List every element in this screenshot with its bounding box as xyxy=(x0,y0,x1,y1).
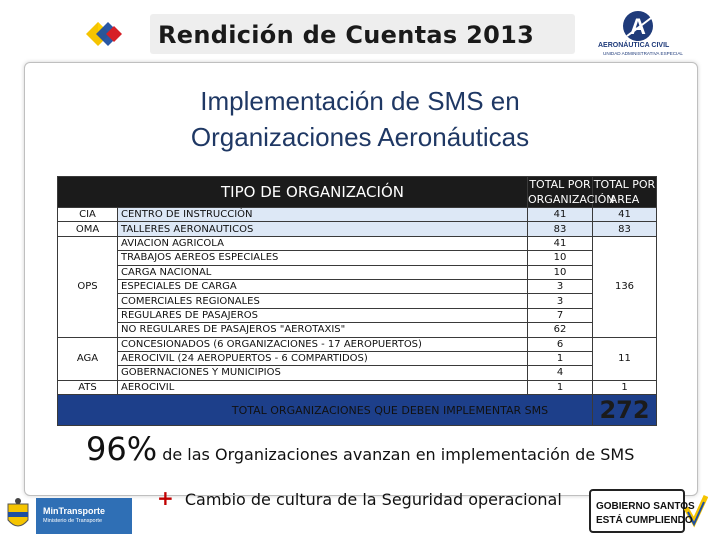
gov-badge-line2: ESTÁ CUMPLIENDO xyxy=(596,515,693,526)
organization-name: AVIACION AGRICOLA xyxy=(117,235,528,252)
diamond-flag-logo xyxy=(86,22,122,46)
organization-name: CONCESIONADOS (6 ORGANIZACIONES - 17 AER… xyxy=(117,336,528,352)
organization-total: 62 xyxy=(527,322,593,338)
organization-total: 7 xyxy=(527,307,593,324)
ministry-subtitle: Ministerio de Transporte xyxy=(43,518,102,524)
organization-total: 10 xyxy=(527,250,593,266)
percent-text: de las Organizaciones avanzan en impleme… xyxy=(162,445,635,464)
gov-badge-line1: GOBIERNO SANTOS xyxy=(596,501,695,512)
area-total: 1 xyxy=(592,379,657,396)
table-header-row: TIPO DE ORGANIZACIÓN TOTAL POR ORGANIZAC… xyxy=(57,176,657,208)
area-total: 83 xyxy=(592,221,657,237)
percent-value: 96% xyxy=(86,430,158,468)
plus-icon: + xyxy=(157,486,174,510)
area-total: 136 xyxy=(592,235,657,338)
table-row: AEROCIVIL (24 AEROPUERTOS - 6 COMPARTIDO… xyxy=(58,350,657,367)
table-row: AGA CONCESIONADOS (6 ORGANIZACIONES - 17… xyxy=(57,336,657,381)
organization-total: 41 xyxy=(527,235,593,252)
organization-name: REGULARES DE PASAJEROS xyxy=(117,307,528,324)
table-row: REGULARES DE PASAJEROS 7 xyxy=(58,307,657,324)
organization-total: 3 xyxy=(527,293,593,309)
organization-name: NO REGULARES DE PASAJEROS "AEROTAXIS" xyxy=(117,322,528,338)
area-total: 41 xyxy=(592,206,657,223)
table-row: NO REGULARES DE PASAJEROS "AEROTAXIS" 62 xyxy=(58,322,657,338)
organization-total: 1 xyxy=(527,379,593,396)
organization-name: COMERCIALES REGIONALES xyxy=(117,293,528,309)
table-row: ATS AEROCIVIL 1 1 xyxy=(57,379,657,396)
category-cell: ATS xyxy=(57,379,118,396)
header-total-per-organization: TOTAL POR ORGANIZACIÓN xyxy=(527,176,615,208)
organization-total: 6 xyxy=(527,336,593,352)
table-row: GOBERNACIONES Y MUNICIPIOS 4 xyxy=(58,365,657,381)
organization-total: 4 xyxy=(527,365,593,381)
total-value: 272 xyxy=(592,394,657,427)
header-total-area-line2: AREA xyxy=(609,193,640,206)
slide-title: Implementación de SMS en Organizaciones … xyxy=(100,83,620,155)
area-total: 11 xyxy=(592,336,657,381)
organization-name: TRABAJOS AEREOS ESPECIALES xyxy=(117,250,528,266)
mintransporte-logo xyxy=(36,498,132,534)
category-cell: OMA xyxy=(57,221,118,237)
organization-name: GOBERNACIONES Y MUNICIPIOS xyxy=(117,365,528,381)
organization-name: ESPECIALES DE CARGA xyxy=(117,278,528,295)
culture-text: Cambio de cultura de la Seguridad operac… xyxy=(184,490,562,509)
category-cell: CIA xyxy=(57,206,118,223)
percent-summary: 96% de las Organizaciones avanzan en imp… xyxy=(86,430,634,468)
table-row: ESPECIALES DE CARGA 3 xyxy=(58,278,657,295)
header-banner xyxy=(150,14,575,54)
header-total-area-line1: TOTAL POR xyxy=(593,178,656,191)
organization-total: 3 xyxy=(527,278,593,295)
organization-total: 10 xyxy=(527,264,593,280)
aerocivil-name: AERONÁUTICA CIVIL xyxy=(598,42,670,49)
table-row: COMERCIALES REGIONALES 3 xyxy=(58,293,657,309)
slide-title-line2: Organizaciones Aeronáuticas xyxy=(190,122,530,152)
organization-total: 1 xyxy=(527,350,593,367)
table-row: CARGA NACIONAL 10 xyxy=(58,264,657,280)
table-row: CIA CENTRO DE INSTRUCCIÓN 41 41 xyxy=(57,206,657,223)
header-total-org-line1: TOTAL POR xyxy=(529,178,591,191)
table-row: OPS AVIACION AGRICOLA 41 136 xyxy=(57,235,657,338)
gobierno-santos-badge xyxy=(589,489,708,533)
culture-summary: + Cambio de cultura de la Seguridad oper… xyxy=(157,486,562,510)
organization-name: CENTRO DE INSTRUCCIÓN xyxy=(117,206,528,223)
header-title: Rendición de Cuentas 2013 xyxy=(158,21,535,49)
table-row: TRABAJOS AEREOS ESPECIALES 10 xyxy=(58,250,657,266)
organization-total: 41 xyxy=(527,206,593,223)
organization-total: 83 xyxy=(527,221,593,237)
table-row: OMA TALLERES AERONAUTICOS 83 83 xyxy=(57,221,657,237)
category-cell: OPS xyxy=(57,235,118,338)
organization-name: AEROCIVIL (24 AEROPUERTOS - 6 COMPARTIDO… xyxy=(117,350,528,367)
header-total-org-line2: ORGANIZACIÓN xyxy=(528,193,615,206)
organization-name: CARGA NACIONAL xyxy=(117,264,528,280)
aerocivil-subtitle: UNIDAD ADMINISTRATIVA ESPECIAL xyxy=(603,51,683,56)
colombia-shield-icon xyxy=(7,498,29,527)
svg-text:A: A xyxy=(630,14,646,39)
organization-name: AEROCIVIL xyxy=(117,379,528,396)
slide-title-line1: Implementación de SMS en xyxy=(200,86,520,116)
category-cell: AGA xyxy=(57,336,118,381)
total-label: TOTAL ORGANIZACIONES QUE DEBEN IMPLEMENT… xyxy=(57,394,593,427)
header-organization-type: TIPO DE ORGANIZACIÓN xyxy=(57,176,528,208)
total-row: TOTAL ORGANIZACIONES QUE DEBEN IMPLEMENT… xyxy=(57,394,657,427)
ministry-name: MinTransporte xyxy=(43,506,106,516)
aerocivil-logo: A xyxy=(623,11,653,41)
organizations-table: TIPO DE ORGANIZACIÓN TOTAL POR ORGANIZAC… xyxy=(57,176,657,427)
organization-name: TALLERES AERONAUTICOS xyxy=(117,221,528,237)
